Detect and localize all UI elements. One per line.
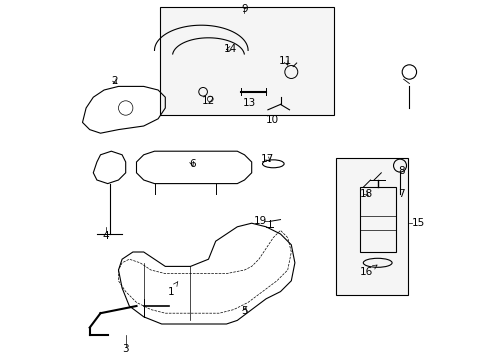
Text: 16: 16 (360, 265, 376, 277)
Text: 17: 17 (261, 154, 274, 164)
FancyBboxPatch shape (336, 158, 407, 295)
Text: 18: 18 (360, 189, 373, 199)
Text: 12: 12 (202, 96, 215, 106)
Text: 15: 15 (411, 218, 424, 228)
Text: 14: 14 (223, 44, 236, 54)
Text: 2: 2 (111, 76, 118, 86)
Text: 11: 11 (279, 56, 292, 66)
Text: 3: 3 (122, 344, 129, 354)
Bar (359, 187, 395, 252)
Text: 1: 1 (167, 282, 178, 297)
Text: 7: 7 (397, 189, 404, 199)
Text: 5: 5 (241, 306, 247, 316)
Text: 10: 10 (265, 114, 279, 125)
Text: 9: 9 (241, 4, 247, 14)
FancyBboxPatch shape (160, 7, 334, 115)
Text: 4: 4 (102, 231, 109, 241)
Text: 13: 13 (243, 98, 256, 108)
Text: 6: 6 (188, 159, 195, 169)
Text: 8: 8 (397, 166, 404, 176)
Text: 19: 19 (254, 216, 267, 226)
